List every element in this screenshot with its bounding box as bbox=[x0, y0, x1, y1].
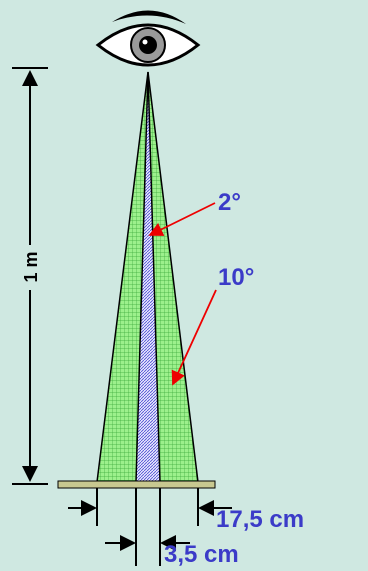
small-width-label: 3,5 cm bbox=[164, 541, 239, 568]
base-plane bbox=[58, 481, 215, 488]
distance-label: 1 m bbox=[21, 251, 41, 282]
large-width-label: 17,5 cm bbox=[216, 506, 304, 533]
small-angle-label: 2° bbox=[218, 189, 241, 216]
eyebrow bbox=[112, 10, 186, 24]
large-angle-label: 10° bbox=[218, 264, 254, 291]
pupil bbox=[139, 36, 157, 54]
diagram: 1 m 2° 10° 17,5 cm 3,5 cm bbox=[0, 0, 368, 571]
page: 1 m 2° 10° 17,5 cm 3,5 cm (() => { const… bbox=[0, 0, 368, 571]
highlight bbox=[143, 40, 148, 45]
